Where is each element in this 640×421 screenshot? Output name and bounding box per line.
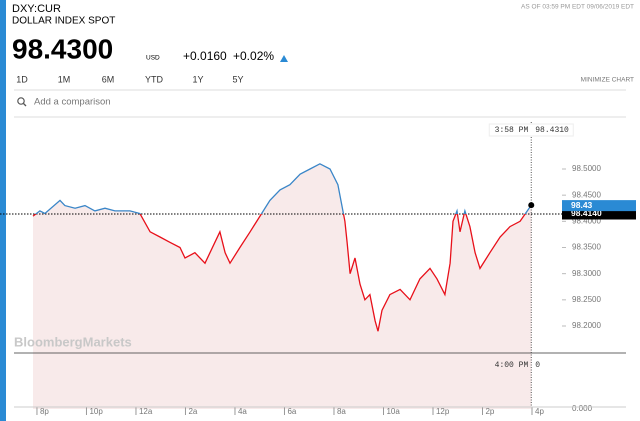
- y-tick-label: 98.2500: [572, 295, 601, 304]
- y-tick-label: 98.5000: [572, 164, 601, 173]
- symbol: DXY:CUR: [12, 3, 61, 15]
- tab[interactable]: 1D: [16, 74, 28, 84]
- crosshair-top-value: 98.4310: [535, 126, 569, 135]
- reference-label: 98.4140: [571, 208, 602, 218]
- last-label-box: [562, 200, 636, 212]
- x-tick-label: 4p: [535, 407, 544, 416]
- y-tick-label: 98.4500: [572, 190, 601, 199]
- comparison-input[interactable]: Add a comparison: [34, 97, 111, 108]
- x-tick-label: 8a: [337, 407, 346, 416]
- y-tick-label: 98.3000: [572, 269, 601, 278]
- y-tick-label: 98.2000: [572, 321, 601, 330]
- plot: 98.2000 98.2500 98.3000 98.3500 98.4000 98.45…: [0, 122, 636, 416]
- up-arrow: [280, 55, 288, 62]
- currency: USD: [146, 55, 160, 62]
- tab[interactable]: YTD: [145, 74, 164, 84]
- tabs: 1D 1M 6M YTD 1Y 5Y: [16, 74, 243, 84]
- search-icon: [17, 97, 25, 105]
- price-line: [32, 163, 532, 332]
- x-tick-label: 12p: [436, 407, 450, 416]
- x-tick-label: 4a: [238, 407, 247, 416]
- price: 98.4300: [12, 33, 113, 64]
- minimize-chart[interactable]: MINIMIZE CHART: [581, 77, 634, 84]
- as-of: AS OF 03:59 PM EDT 09/06/2019 EDT: [521, 4, 634, 11]
- x-tick-label: 12a: [139, 407, 153, 416]
- x-tick-label: 8p: [40, 407, 49, 416]
- crosshair-bottom-time: 4:00 PM: [495, 361, 529, 370]
- last-label: 98.43: [571, 200, 593, 210]
- x-tick-label: 10p: [89, 407, 103, 416]
- crosshair-top-time: 3:58 PM: [495, 126, 529, 135]
- tab[interactable]: 6M: [102, 74, 115, 84]
- crosshair-top-box: [488, 123, 574, 137]
- reference-label-box: [562, 208, 636, 220]
- x-tick-label: 6a: [287, 407, 296, 416]
- side-bar: [0, 0, 6, 421]
- y-tick-label: 98.4000: [572, 216, 601, 225]
- area: [33, 163, 532, 409]
- tab[interactable]: 1M: [58, 74, 71, 84]
- y-tick-label: 98.3500: [572, 243, 601, 252]
- tab[interactable]: 5Y: [232, 74, 243, 84]
- change: +0.0160: [183, 49, 227, 63]
- last-point: [528, 202, 535, 209]
- lower-axis-label: 0.000: [572, 404, 593, 413]
- x-tick-label: 2a: [188, 407, 197, 416]
- x-tick-label: 10a: [386, 407, 400, 416]
- tab[interactable]: 1Y: [192, 74, 203, 84]
- watermark: BloombergMarkets: [14, 334, 132, 349]
- x-tick-label: 2p: [485, 407, 494, 416]
- change-pct: +0.02%: [233, 49, 274, 63]
- search-icon: [23, 103, 27, 107]
- instrument-name: DOLLAR INDEX SPOT: [12, 16, 115, 27]
- crosshair-bottom-value: 0: [535, 361, 540, 370]
